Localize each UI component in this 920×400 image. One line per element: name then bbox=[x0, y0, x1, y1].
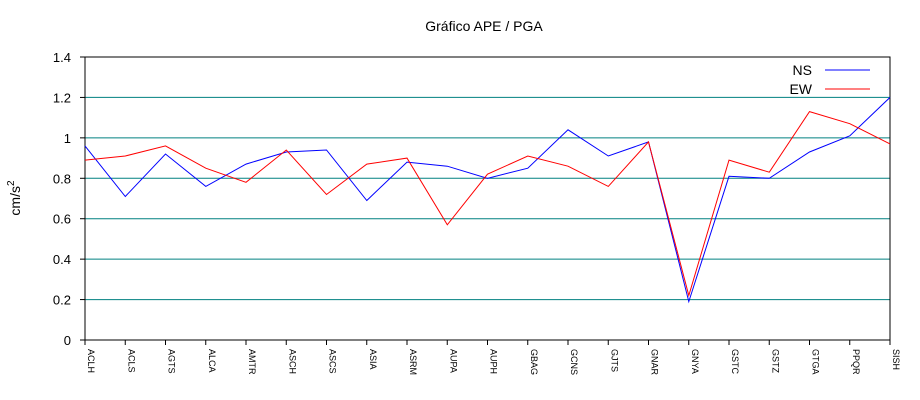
x-tick-label: GSTZ bbox=[770, 349, 780, 374]
chart-title: Gráfico APE / PGA bbox=[425, 18, 543, 34]
plot-frame bbox=[84, 56, 891, 341]
x-tick-label: PPQR bbox=[851, 349, 861, 375]
x-tick-label: AMTR bbox=[247, 349, 257, 375]
y-axis-label: cm/s2 bbox=[6, 180, 23, 216]
x-tick-label: GJTS bbox=[609, 349, 619, 372]
y-tick-labels: 0 0.2 0.4 0.6 0.8 1 1.2 1.4 bbox=[53, 50, 71, 348]
x-tick-label: AGTS bbox=[167, 349, 177, 374]
x-tick-label: GSTC bbox=[730, 349, 740, 375]
axes bbox=[80, 56, 891, 345]
series-lines bbox=[84, 97, 891, 304]
y-tick-label: 0 bbox=[64, 333, 71, 348]
series-line-ew bbox=[84, 111, 891, 298]
x-tick-label: GTGA bbox=[811, 349, 821, 375]
y-tick-label: 0.8 bbox=[53, 171, 71, 186]
legend: NS EW bbox=[789, 62, 870, 97]
x-tick-label: AUPH bbox=[489, 349, 499, 374]
legend-label-ns: NS bbox=[793, 62, 812, 78]
y-tick-label: 1 bbox=[64, 131, 71, 146]
y-tick-label: 1.4 bbox=[53, 50, 71, 65]
x-tick-label: ALCA bbox=[207, 349, 217, 373]
y-tick-label: 0.2 bbox=[53, 293, 71, 308]
x-tick-label: ASCS bbox=[328, 349, 338, 374]
y-tick-label: 0.4 bbox=[53, 252, 71, 267]
x-tick-label: ACLS bbox=[126, 349, 136, 373]
x-tick-label: ASCH bbox=[287, 349, 297, 374]
x-tick-label: ASRM bbox=[408, 349, 418, 375]
x-tick-labels: ACLH ACLS AGTS ALCA AMTR ASCH ASCS ASIA ASRM AUPA… bbox=[86, 349, 901, 376]
legend-label-ew: EW bbox=[789, 81, 812, 97]
x-tick-label: GBAG bbox=[529, 349, 539, 375]
x-tick-label: ASIA bbox=[368, 349, 378, 370]
y-tick-label: 0.6 bbox=[53, 212, 71, 227]
y-tick-label: 1.2 bbox=[53, 90, 71, 105]
x-tick-label: SISH bbox=[891, 349, 901, 370]
x-tick-label: AUPA bbox=[448, 349, 458, 373]
x-tick-label: GCNS bbox=[569, 349, 579, 375]
x-tick-label: GNYA bbox=[690, 349, 700, 374]
x-tick-label: ACLH bbox=[86, 349, 96, 373]
x-tick-label: GNAR bbox=[650, 349, 660, 376]
series-line-ns bbox=[84, 97, 891, 304]
